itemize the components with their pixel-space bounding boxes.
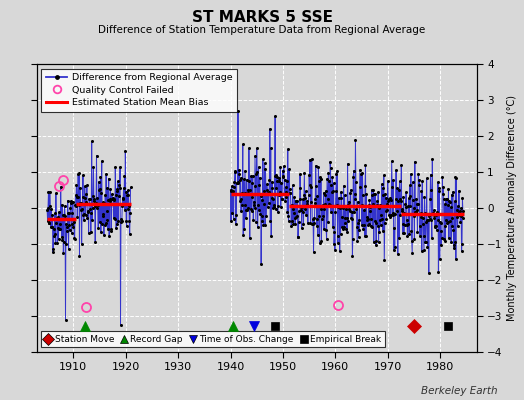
Text: Difference of Station Temperature Data from Regional Average: Difference of Station Temperature Data f… [99,25,425,35]
Text: Berkeley Earth: Berkeley Earth [421,386,498,396]
Y-axis label: Monthly Temperature Anomaly Difference (°C): Monthly Temperature Anomaly Difference (… [507,95,517,321]
Legend: Station Move, Record Gap, Time of Obs. Change, Empirical Break: Station Move, Record Gap, Time of Obs. C… [41,331,385,348]
Text: ST MARKS 5 SSE: ST MARKS 5 SSE [191,10,333,26]
